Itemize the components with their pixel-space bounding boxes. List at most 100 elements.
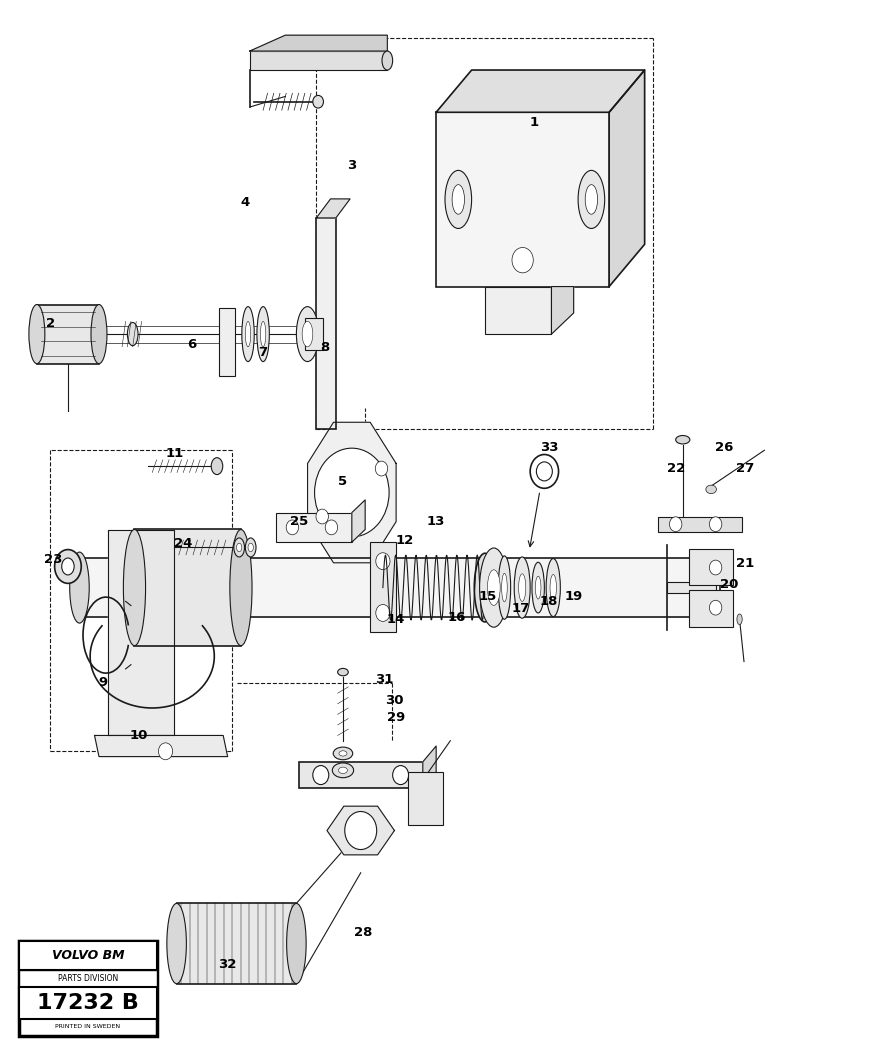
Ellipse shape bbox=[237, 543, 242, 552]
Ellipse shape bbox=[234, 538, 245, 557]
Ellipse shape bbox=[69, 552, 89, 623]
Text: 6: 6 bbox=[188, 338, 197, 352]
Ellipse shape bbox=[337, 668, 348, 676]
Text: 18: 18 bbox=[539, 595, 558, 608]
Ellipse shape bbox=[498, 556, 511, 620]
Text: 10: 10 bbox=[130, 729, 148, 742]
Text: 23: 23 bbox=[44, 553, 62, 566]
Bar bbox=[316, 218, 336, 429]
Text: 14: 14 bbox=[387, 613, 405, 626]
Text: 31: 31 bbox=[376, 672, 394, 686]
Ellipse shape bbox=[706, 485, 716, 493]
Text: PRINTED IN SWEDEN: PRINTED IN SWEDEN bbox=[55, 1024, 120, 1029]
Bar bbox=[19, 941, 157, 970]
Ellipse shape bbox=[536, 576, 541, 599]
Text: 33: 33 bbox=[540, 441, 559, 453]
Text: 12: 12 bbox=[396, 534, 414, 546]
Text: 24: 24 bbox=[174, 537, 192, 550]
Ellipse shape bbox=[445, 170, 472, 229]
Polygon shape bbox=[552, 287, 574, 334]
Text: 2: 2 bbox=[45, 317, 55, 330]
Ellipse shape bbox=[488, 570, 500, 606]
Text: 29: 29 bbox=[387, 711, 405, 724]
Text: 7: 7 bbox=[259, 345, 268, 359]
Ellipse shape bbox=[296, 307, 319, 361]
Bar bbox=[19, 987, 157, 1020]
Circle shape bbox=[376, 553, 390, 570]
Ellipse shape bbox=[546, 558, 561, 616]
Circle shape bbox=[316, 509, 328, 524]
Polygon shape bbox=[108, 530, 174, 735]
Polygon shape bbox=[250, 35, 387, 51]
Ellipse shape bbox=[333, 747, 352, 759]
Ellipse shape bbox=[166, 903, 186, 984]
Text: 16: 16 bbox=[448, 611, 465, 624]
Bar bbox=[304, 319, 322, 349]
Bar bbox=[79, 558, 720, 617]
Circle shape bbox=[669, 517, 682, 532]
Circle shape bbox=[287, 520, 299, 535]
Circle shape bbox=[709, 600, 722, 615]
Circle shape bbox=[325, 520, 337, 535]
Bar bbox=[250, 51, 387, 70]
Bar bbox=[19, 941, 157, 1037]
Ellipse shape bbox=[550, 575, 556, 600]
Ellipse shape bbox=[338, 767, 347, 773]
Bar bbox=[176, 903, 296, 984]
Circle shape bbox=[376, 461, 388, 475]
Text: 5: 5 bbox=[338, 475, 347, 488]
Text: 1: 1 bbox=[530, 116, 538, 129]
Polygon shape bbox=[316, 199, 350, 218]
Ellipse shape bbox=[303, 322, 312, 346]
Ellipse shape bbox=[382, 51, 392, 70]
Ellipse shape bbox=[261, 322, 266, 346]
Bar bbox=[667, 582, 716, 593]
Bar bbox=[408, 772, 443, 825]
Ellipse shape bbox=[248, 543, 254, 552]
Ellipse shape bbox=[519, 574, 526, 602]
Circle shape bbox=[344, 811, 376, 849]
Ellipse shape bbox=[676, 435, 690, 444]
Text: 28: 28 bbox=[354, 927, 373, 939]
Polygon shape bbox=[308, 423, 396, 562]
Ellipse shape bbox=[246, 322, 251, 346]
Ellipse shape bbox=[54, 550, 81, 584]
Ellipse shape bbox=[257, 307, 270, 361]
Ellipse shape bbox=[287, 903, 306, 984]
Polygon shape bbox=[609, 70, 644, 287]
Ellipse shape bbox=[332, 762, 353, 777]
Bar bbox=[369, 542, 396, 632]
Text: 8: 8 bbox=[320, 341, 330, 355]
Ellipse shape bbox=[246, 538, 256, 557]
Text: PARTS DIVISION: PARTS DIVISION bbox=[58, 974, 118, 983]
Ellipse shape bbox=[91, 305, 107, 363]
Circle shape bbox=[709, 517, 722, 532]
Bar bbox=[19, 970, 157, 987]
Bar bbox=[299, 761, 423, 788]
Bar bbox=[436, 112, 609, 287]
Bar bbox=[277, 513, 352, 542]
Text: 20: 20 bbox=[720, 578, 738, 591]
Text: 27: 27 bbox=[736, 462, 754, 474]
Bar bbox=[36, 305, 99, 363]
Circle shape bbox=[392, 766, 409, 785]
Ellipse shape bbox=[480, 548, 508, 627]
Bar bbox=[485, 287, 552, 334]
Ellipse shape bbox=[502, 573, 507, 602]
Ellipse shape bbox=[242, 307, 255, 361]
Ellipse shape bbox=[61, 558, 74, 575]
Ellipse shape bbox=[452, 184, 465, 214]
Ellipse shape bbox=[586, 184, 597, 214]
Text: 15: 15 bbox=[479, 590, 497, 603]
Ellipse shape bbox=[474, 553, 496, 622]
Polygon shape bbox=[327, 806, 394, 855]
Bar bbox=[219, 308, 235, 376]
Ellipse shape bbox=[578, 170, 604, 229]
Text: 17: 17 bbox=[511, 603, 530, 615]
Circle shape bbox=[376, 605, 390, 622]
Text: 32: 32 bbox=[218, 958, 237, 971]
Ellipse shape bbox=[339, 751, 347, 756]
Text: 19: 19 bbox=[564, 590, 583, 603]
Text: 22: 22 bbox=[667, 462, 684, 474]
Circle shape bbox=[158, 742, 173, 759]
